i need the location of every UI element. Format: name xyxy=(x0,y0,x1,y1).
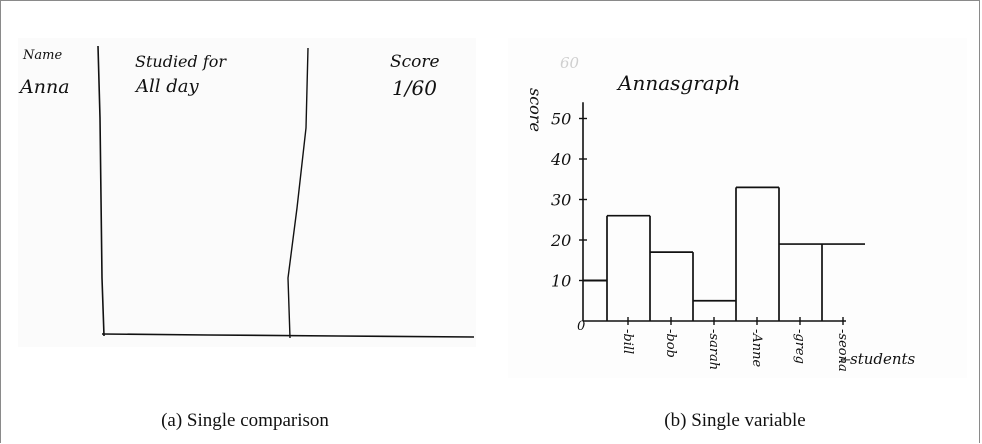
axes xyxy=(582,102,846,322)
x-tick-label: -bob xyxy=(663,329,678,358)
panel-single-variable: Annasgraph score students ← 60 0 10 20 30 4… xyxy=(508,38,967,378)
y-axis-label: score xyxy=(526,88,545,132)
y-tick-label: 10 xyxy=(551,272,571,291)
y-tick-label: 30 xyxy=(551,191,571,210)
bars xyxy=(583,186,865,321)
y-tick-label: 50 xyxy=(551,110,571,129)
table-baseline xyxy=(101,333,475,338)
y-ticks: 10 20 30 40 50 xyxy=(550,110,587,291)
panel-single-comparison: Name Anna Studied for All day Score 1/60 xyxy=(18,38,476,347)
header-score: Score xyxy=(390,52,440,72)
bar-sarah xyxy=(692,252,736,321)
x-tick-label: -sarah xyxy=(706,329,721,370)
cell-score-value: 1/60 xyxy=(392,76,437,100)
column-divider-1 xyxy=(97,45,105,337)
x-axis-label: students xyxy=(850,350,916,368)
bar-bob xyxy=(649,215,693,321)
bar-bill xyxy=(606,214,650,321)
cell-studied-all-day: All day xyxy=(136,76,199,97)
x-axis-arrow-icon: ← xyxy=(840,353,851,368)
y-tick-label: 40 xyxy=(550,150,571,169)
bar-anne xyxy=(735,186,779,321)
bar-chart: Annasgraph score students ← 60 0 10 20 30 4… xyxy=(526,54,916,372)
chart-title: Annasgraph xyxy=(616,71,740,95)
caption-single-comparison: (a) Single comparison xyxy=(161,410,329,431)
cell-name-anna: Anna xyxy=(20,76,70,98)
header-name: Name xyxy=(23,48,63,63)
bar-greg xyxy=(778,187,822,321)
origin-label: 0 xyxy=(577,319,585,334)
y-tick-faint-label: 60 xyxy=(560,54,580,72)
x-ticks: -bill -bob -sarah -Anne -greg -seona xyxy=(620,317,850,372)
x-tick-label: -Anne xyxy=(749,329,764,368)
caption-single-variable: (b) Single variable xyxy=(664,410,806,431)
x-tick-label: -seona xyxy=(835,329,850,372)
x-tick-label: -greg xyxy=(792,329,807,364)
header-studied-for: Studied for xyxy=(135,52,227,71)
column-divider-2 xyxy=(287,47,309,339)
table-lines xyxy=(97,45,475,339)
bar-seona xyxy=(821,243,865,321)
y-tick-label: 20 xyxy=(550,231,571,250)
x-tick-label: -bill xyxy=(620,329,635,354)
